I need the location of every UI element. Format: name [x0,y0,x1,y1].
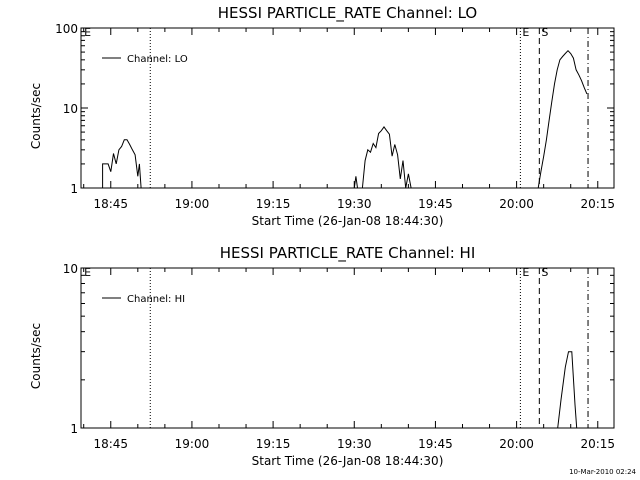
x-tick-label: 19:15 [256,437,291,451]
x-tick-label: 20:15 [580,437,615,451]
x-tick-label: 20:00 [499,197,534,211]
x-tick-label: 20:00 [499,437,534,451]
timestamp-footer: 10-Mar-2010 02:24 [569,468,636,476]
x-tick-label: 19:15 [256,197,291,211]
y-tick-label: 10 [63,262,78,276]
x-tick-label: 18:45 [93,437,128,451]
legend-label: Channel: LO [127,54,188,65]
event-marker-label: E [84,26,91,39]
x-axis-label: Start Time (26-Jan-08 18:44:30) [252,214,444,228]
series-line [353,126,412,189]
series-line [537,49,588,189]
x-tick-label: 19:45 [418,197,453,211]
y-tick-label: 1 [70,182,78,196]
y-tick-label: 10 [63,102,78,116]
y-axis-label: Counts/sec [29,323,43,389]
x-tick-label: 18:45 [93,197,128,211]
y-axis-label: Counts/sec [29,83,43,149]
x-tick-label: 20:15 [580,197,615,211]
series-line [102,139,142,189]
event-marker-label: E [522,26,529,39]
x-axis-label: Start Time (26-Jan-08 18:44:30) [252,454,444,468]
event-marker-label: E [522,266,529,279]
x-tick-label: 19:30 [337,437,372,451]
y-tick-label: 1 [70,422,78,436]
x-tick-label: 19:30 [337,197,372,211]
plot-frame [80,267,615,429]
y-tick-label: 100 [55,22,78,36]
series-line [557,351,578,429]
event-marker-label: S [541,266,548,279]
chart-title: HESSI PARTICLE_RATE Channel: HI [220,244,476,263]
event-marker-label: E [84,266,91,279]
x-tick-label: 19:00 [175,197,210,211]
legend-label: Channel: HI [127,294,185,305]
x-tick-label: 19:45 [418,437,453,451]
event-marker-label: S [541,26,548,39]
chart-title: HESSI PARTICLE_RATE Channel: LO [218,4,477,23]
x-tick-label: 19:00 [175,437,210,451]
